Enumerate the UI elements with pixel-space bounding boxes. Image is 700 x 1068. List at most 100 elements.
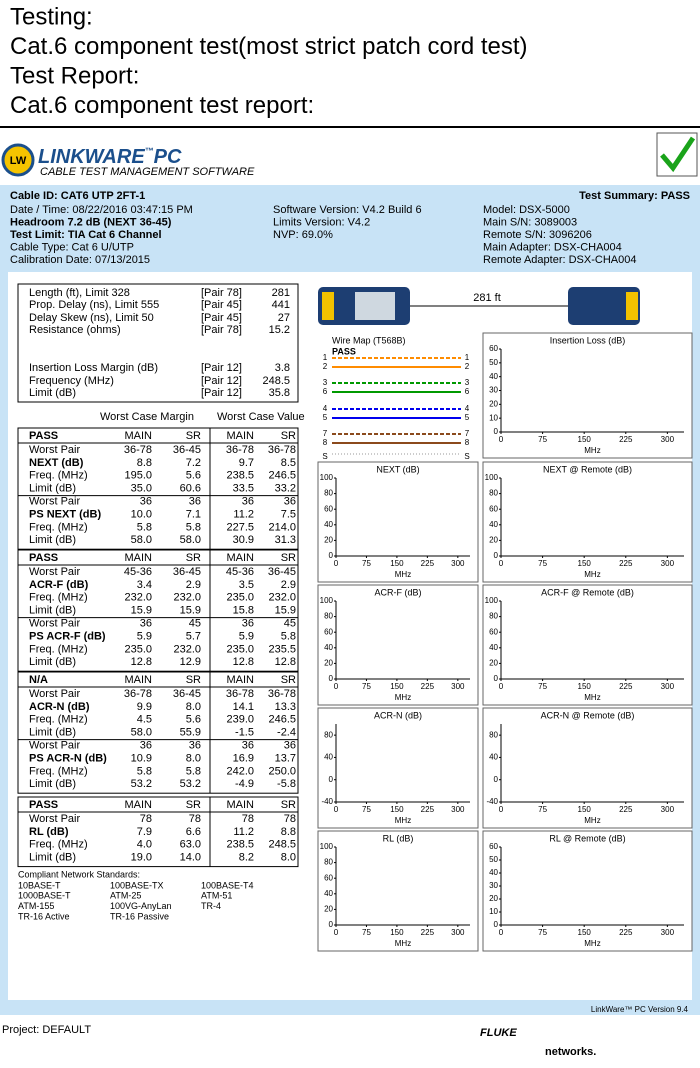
x-axis-label: MHz (395, 939, 411, 948)
x-tick-label: 225 (421, 805, 435, 814)
block-header-cell: N/A (29, 674, 48, 686)
summary-label: Prop. Delay (ns), Limit 555 (29, 299, 159, 311)
y-tick-label: 0 (329, 674, 334, 683)
y-tick-label: -40 (321, 797, 333, 806)
block-header-cell: MAIN (227, 674, 255, 686)
y-tick-label: 60 (489, 504, 498, 513)
wire-map-box (320, 333, 475, 460)
x-tick-label: 300 (451, 559, 465, 568)
header-line: Cat.6 component test(most strict patch c… (10, 33, 528, 60)
block-header-cell: MAIN (125, 430, 153, 442)
block-cell: 78 (189, 813, 201, 825)
y-tick-label: 40 (324, 520, 333, 529)
pin-left: 1 (323, 353, 328, 362)
block-cell: 12.8 (131, 656, 152, 668)
block-cell: Worst Pair (29, 566, 80, 578)
x-tick-label: 300 (661, 682, 675, 691)
x-tick-label: 0 (334, 559, 339, 568)
test-summary: Test Summary: PASS (579, 190, 690, 202)
block-cell: 3.5 (239, 579, 254, 591)
y-tick-label: 20 (489, 659, 498, 668)
x-tick-label: 75 (538, 928, 547, 937)
x-axis-label: MHz (395, 693, 411, 702)
block-header-cell: SR (281, 674, 296, 686)
pin-left: 5 (323, 413, 328, 422)
y-tick-label: 20 (324, 659, 333, 668)
block-cell: 8.0 (281, 852, 296, 864)
pin-left: 3 (323, 378, 328, 387)
block-header-cell: SR (186, 674, 201, 686)
block-cell: -1.5 (235, 727, 254, 739)
networks-logo: networks. (545, 1046, 596, 1058)
summary-label: Limit (dB) (29, 387, 76, 399)
block-cell: 15.8 (233, 605, 254, 617)
block-cell: 13.3 (275, 701, 296, 713)
logo-subtitle: CABLE TEST MANAGEMENT SOFTWARE (40, 166, 255, 178)
x-tick-label: 225 (421, 559, 435, 568)
block-cell: RL (dB) (29, 826, 69, 838)
block-cell: Worst Pair (29, 740, 80, 752)
summary-pair: [Pair 78] (201, 324, 242, 336)
block-cell: 36-78 (268, 444, 296, 456)
block-cell: -4.9 (235, 778, 254, 790)
plot-box (317, 707, 479, 829)
x-tick-label: 225 (619, 928, 633, 937)
block-header-cell: MAIN (125, 674, 153, 686)
summary-box (17, 283, 299, 403)
block-cell: NEXT (dB) (29, 457, 84, 469)
check-mark (660, 136, 696, 173)
block-cell: 58.0 (131, 727, 152, 739)
block-cell: 36-78 (226, 444, 254, 456)
block-cell: 12.9 (180, 656, 201, 668)
block-cell: 5.8 (137, 521, 152, 533)
result-block (17, 427, 299, 550)
x-tick-label: 300 (451, 805, 465, 814)
x-tick-label: 300 (661, 435, 675, 444)
x-tick-label: 150 (390, 805, 404, 814)
plot-title: NEXT (dB) (376, 464, 419, 474)
wire-map-title: Wire Map (T568B) (332, 335, 406, 345)
plot-box (317, 584, 479, 706)
block-cell: 7.9 (137, 826, 152, 838)
x-tick-label: 150 (578, 682, 592, 691)
block-cell: 33.5 (233, 483, 254, 495)
y-tick-label: 20 (324, 536, 333, 545)
pin-right: 5 (465, 413, 470, 422)
y-tick-label: 30 (489, 386, 498, 395)
block-header-cell: PASS (29, 799, 58, 811)
block-cell: 2.9 (186, 579, 201, 591)
block-cell: 232.0 (268, 592, 296, 604)
plot-title: RL (dB) (383, 833, 414, 843)
pin-left: 6 (323, 387, 328, 396)
plot-title: RL @ Remote (dB) (549, 833, 625, 843)
length-diagram (318, 287, 640, 325)
block-cell: 36 (242, 740, 254, 752)
block-cell: 5.9 (239, 630, 254, 642)
block-cell: 15.9 (275, 605, 296, 617)
y-tick-label: 40 (324, 889, 333, 898)
main-unit-screen (355, 292, 395, 320)
block-cell: 36 (284, 496, 296, 508)
block-cell: 11.2 (233, 508, 254, 520)
y-tick-label: 80 (489, 730, 498, 739)
block-cell: Worst Pair (29, 496, 80, 508)
block-cell: 2.9 (281, 579, 296, 591)
pin-right: 6 (465, 387, 470, 396)
block-header-cell: SR (186, 430, 201, 442)
block-cell: Freq. (MHz) (29, 839, 88, 851)
x-tick-label: 150 (578, 928, 592, 937)
x-tick-label: 150 (578, 805, 592, 814)
block-cell: Freq. (MHz) (29, 521, 88, 533)
logo-part: PC (154, 146, 182, 168)
block-cell: 195.0 (124, 470, 152, 482)
x-axis-label: MHz (584, 693, 600, 702)
plot-box (482, 461, 693, 583)
block-cell: Freq. (MHz) (29, 714, 88, 726)
x-axis-label: MHz (584, 816, 600, 825)
block-cell: 4.5 (137, 714, 152, 726)
summary-pair: [Pair 12] (201, 362, 242, 374)
block-cell: 19.0 (131, 852, 152, 864)
block-cell: 4.0 (137, 839, 152, 851)
y-tick-label: 20 (489, 399, 498, 408)
block-cell: 5.6 (186, 714, 201, 726)
